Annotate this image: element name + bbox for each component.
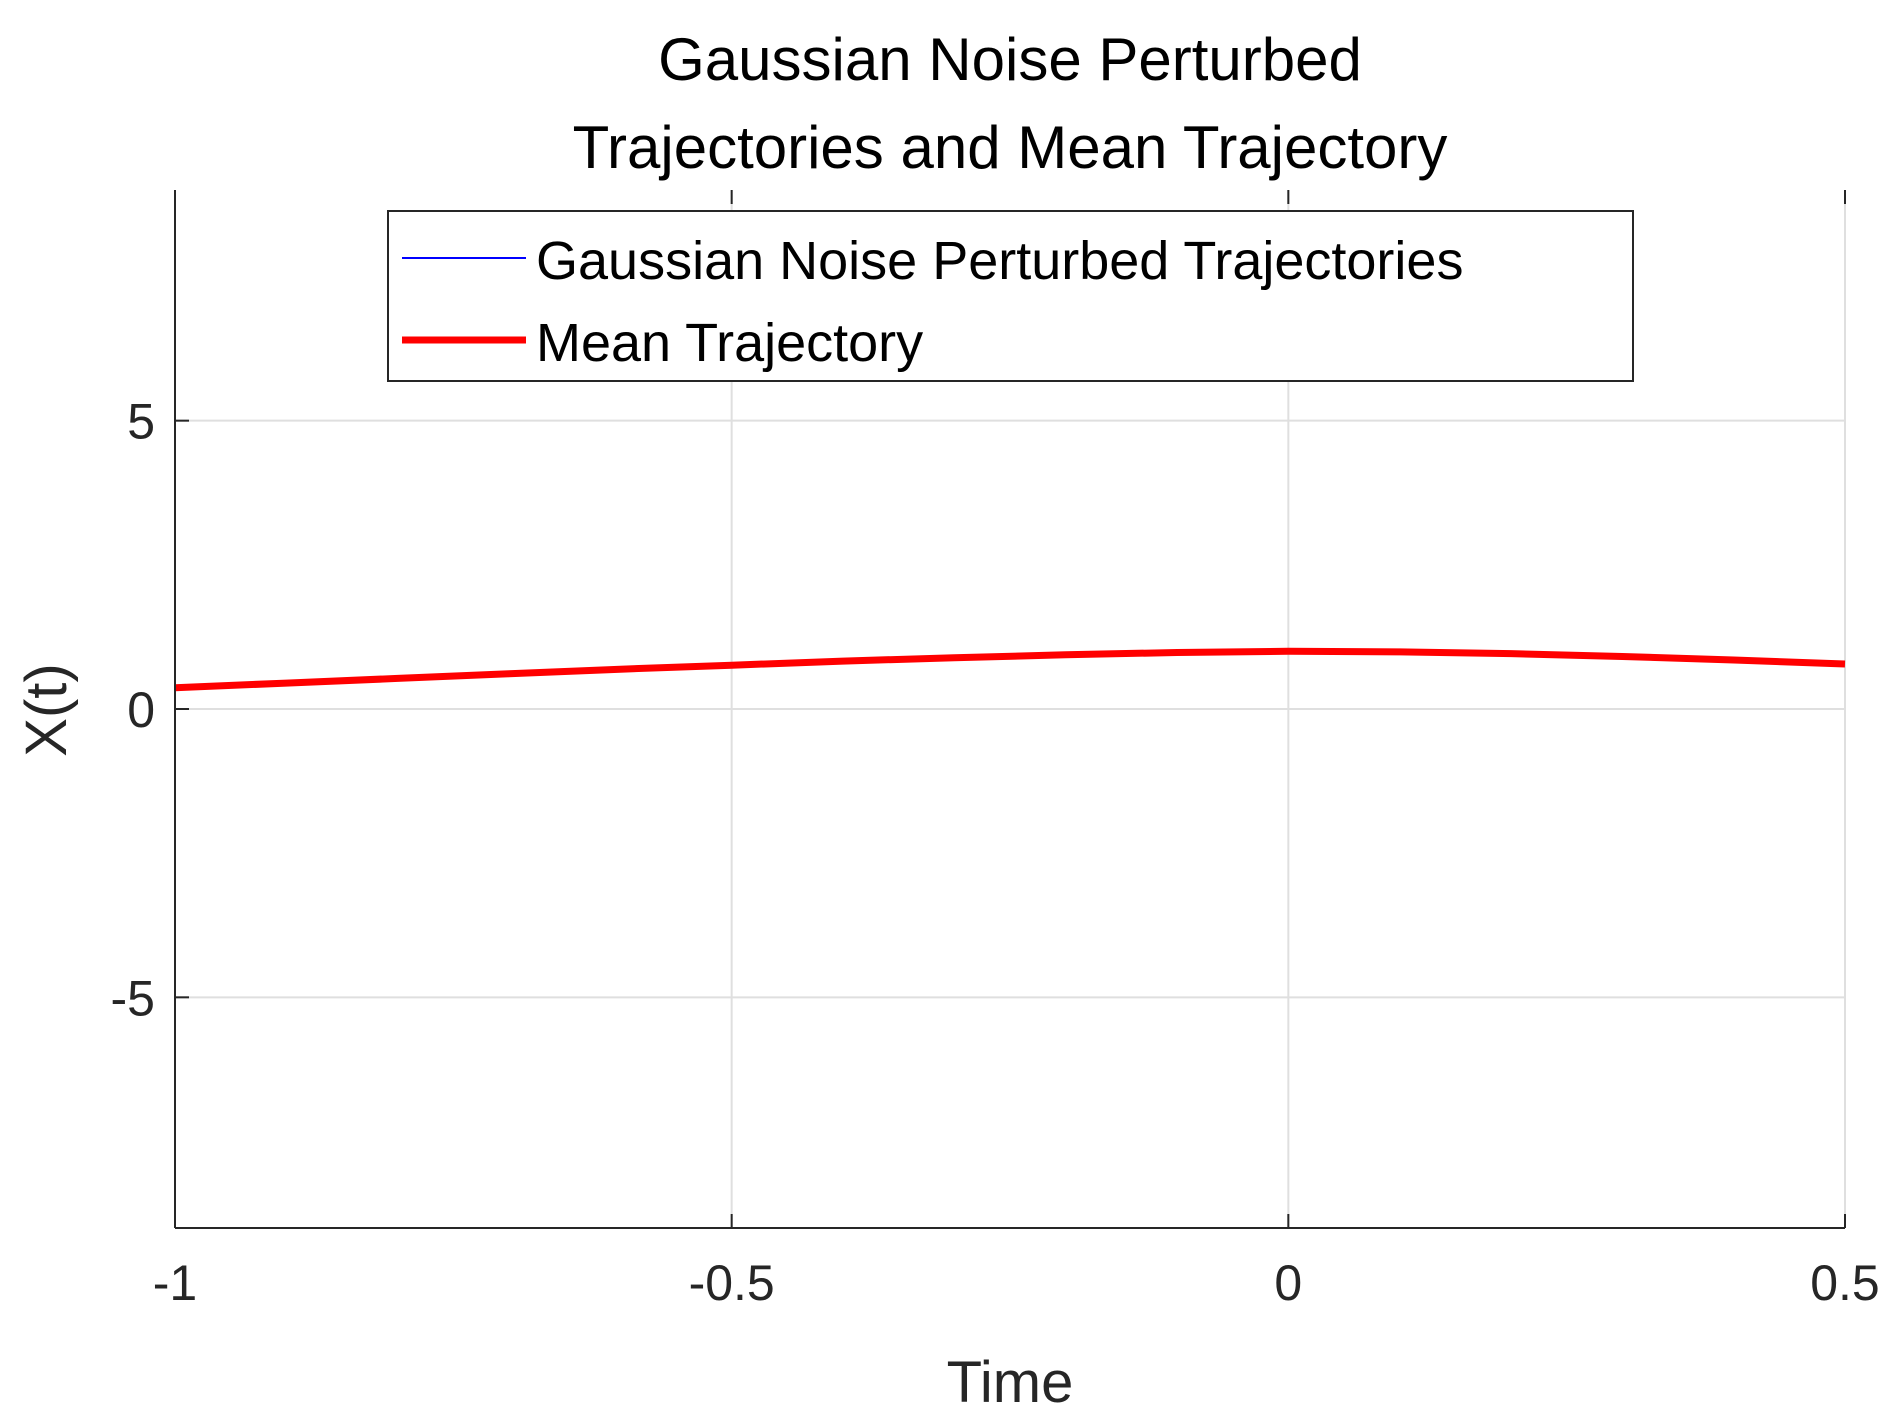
legend: Gaussian Noise Perturbed Trajectories Me…: [387, 210, 1634, 382]
x-tick-label: -1: [153, 1255, 197, 1311]
plot-area: [174, 647, 1846, 692]
legend-box: [387, 210, 1634, 382]
x-tick-label: -0.5: [689, 1255, 775, 1311]
x-tick-label: 0.5: [1810, 1255, 1880, 1311]
legend-label-mean: Mean Trajectory: [536, 313, 923, 373]
axes: [174, 190, 1846, 1229]
chart-title-line-2: Trajectories and Mean Trajectory: [573, 114, 1448, 181]
tick-labels: -1 -0.5 0 0.5 -5 0 5: [111, 394, 1880, 1311]
y-axis-label: X(t): [14, 663, 79, 756]
y-tick-label: 0: [127, 682, 155, 738]
y-tick-label: -5: [111, 970, 155, 1026]
x-tick-label: 0: [1274, 1255, 1302, 1311]
x-axis-label: Time: [947, 1350, 1074, 1415]
legend-label-noise: Gaussian Noise Perturbed Trajectories: [536, 231, 1463, 291]
series-line-1: [174, 647, 1846, 692]
chart-title-line-1: Gaussian Noise Perturbed: [658, 26, 1362, 93]
y-tick-label: 5: [127, 394, 155, 450]
